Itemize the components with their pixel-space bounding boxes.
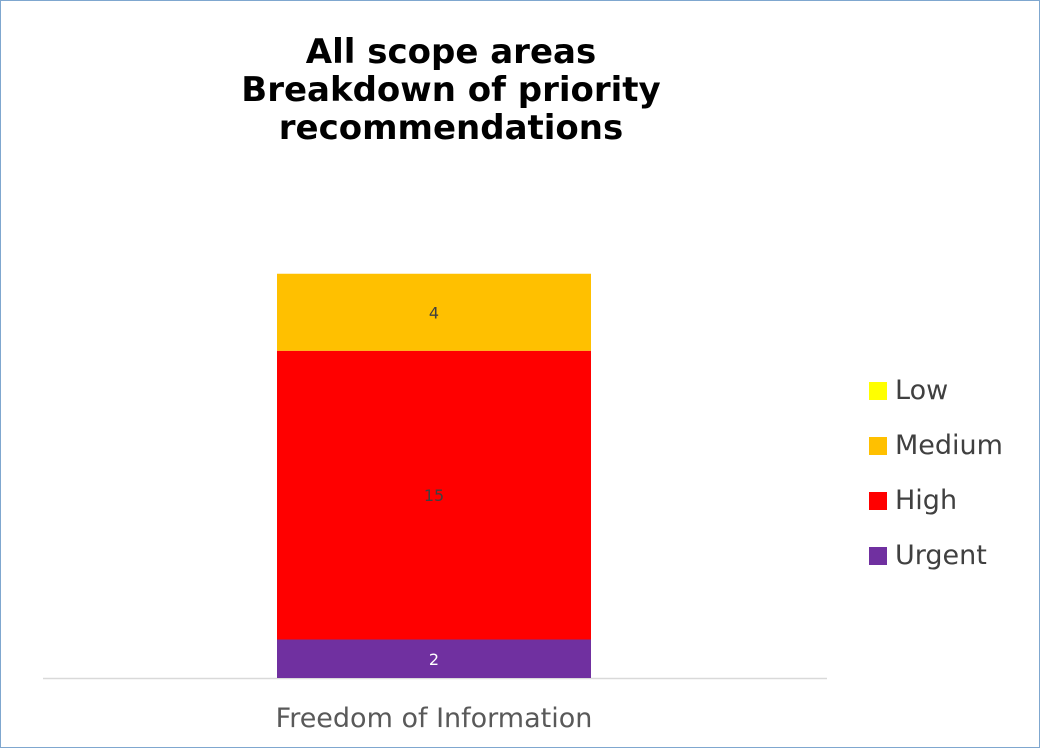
legend-swatch-urgent (869, 546, 887, 565)
legend-swatch-medium (869, 436, 887, 455)
legend-swatch-high (869, 491, 887, 510)
legend-swatch-low (869, 381, 887, 400)
chart-title: All scope areas Breakdown of priority re… (201, 33, 701, 147)
chart-title-line-3: recommendations (278, 108, 624, 148)
bar-segment-high (277, 350, 591, 640)
legend-item-high: High (869, 473, 1003, 528)
legend-label-high: High (895, 485, 958, 516)
legend-item-medium: Medium (869, 418, 1003, 473)
legend-label-medium: Medium (895, 430, 1003, 461)
x-category-label: Freedom of Information (275, 703, 593, 734)
legend-item-urgent: Urgent (869, 528, 1003, 583)
chart-title-line-2: Breakdown of priority (241, 70, 661, 110)
chart-title-line-1: All scope areas (305, 32, 597, 72)
data-label-urgent: 2 (429, 650, 439, 669)
legend-label-low: Low (895, 375, 949, 406)
bar-segment-medium (277, 273, 591, 351)
chart-legend: Low Medium High Urgent (869, 363, 1003, 583)
data-label-medium: 4 (429, 303, 439, 322)
bar-segment-urgent (277, 639, 591, 678)
data-label-high: 15 (424, 486, 444, 505)
legend-label-urgent: Urgent (895, 540, 987, 571)
legend-item-low: Low (869, 363, 1003, 418)
